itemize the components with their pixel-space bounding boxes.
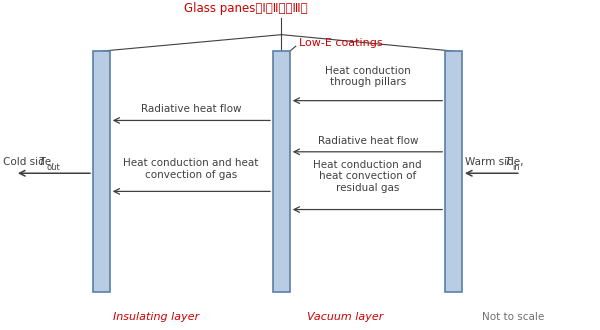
Text: Radiative heat flow: Radiative heat flow — [140, 104, 241, 114]
Bar — [273, 51, 290, 292]
Bar — [445, 51, 462, 292]
Text: out: out — [47, 163, 61, 172]
Text: in: in — [512, 163, 520, 172]
Text: Radiative heat flow: Radiative heat flow — [317, 136, 418, 146]
Text: Low-E coatings: Low-E coatings — [299, 38, 382, 48]
Text: T: T — [505, 157, 511, 167]
Text: Not to scale: Not to scale — [482, 312, 544, 322]
Text: Heat conduction and
heat convection of
residual gas: Heat conduction and heat convection of r… — [313, 160, 422, 193]
Text: Warm side,: Warm side, — [465, 157, 523, 167]
Text: T: T — [38, 157, 45, 167]
Text: Glass panes（Ⅰ，Ⅱ　，Ⅲ）: Glass panes（Ⅰ，Ⅱ ，Ⅲ） — [184, 2, 308, 15]
Text: Cold side,: Cold side, — [3, 157, 55, 167]
Text: Heat conduction and heat
convection of gas: Heat conduction and heat convection of g… — [123, 158, 259, 180]
Text: Insulating layer: Insulating layer — [113, 312, 199, 322]
Text: Heat conduction
through pillars: Heat conduction through pillars — [325, 66, 410, 87]
Text: Vacuum layer: Vacuum layer — [307, 312, 383, 322]
Bar — [93, 51, 110, 292]
